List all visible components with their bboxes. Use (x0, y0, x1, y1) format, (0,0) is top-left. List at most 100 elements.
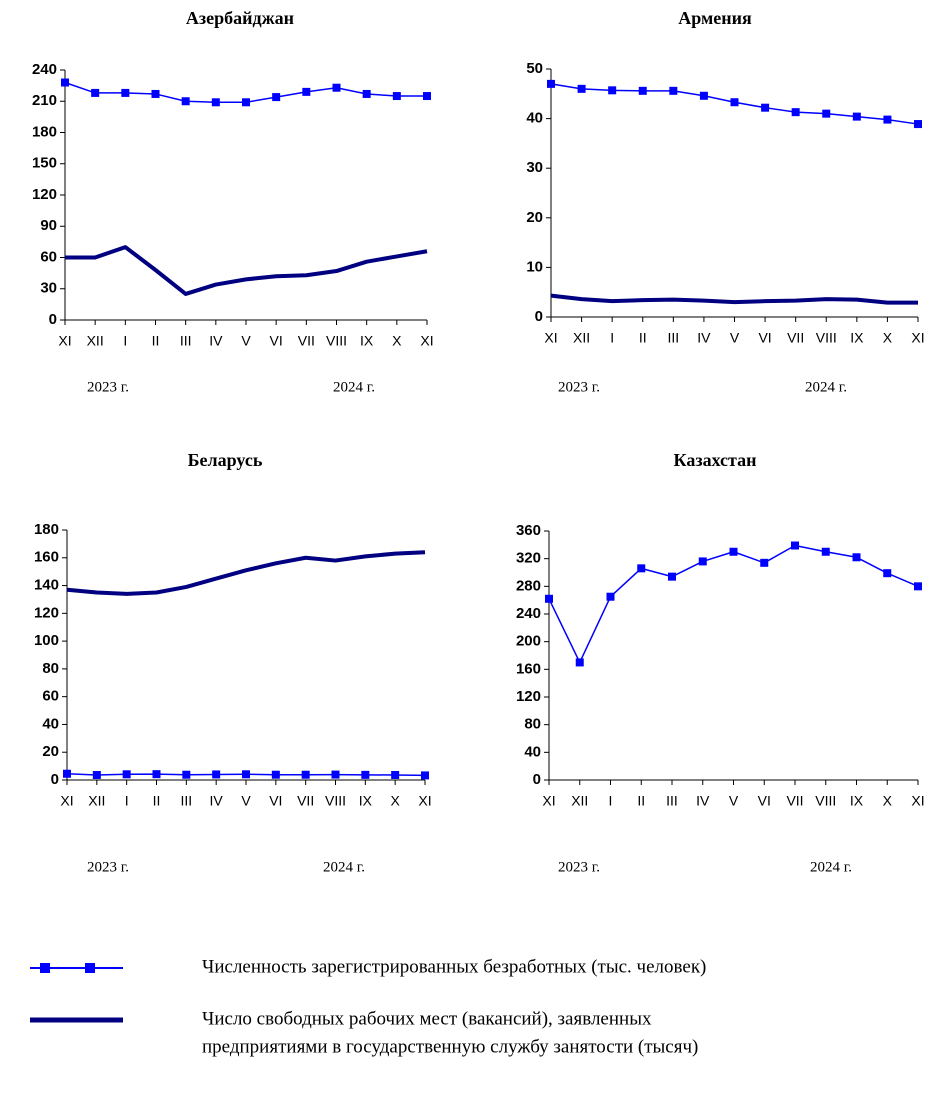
year-label: 2024 г. (333, 379, 375, 395)
series-line (65, 245, 428, 296)
point (212, 770, 221, 779)
point (791, 541, 799, 550)
year-label: 2023 г. (558, 859, 600, 875)
point (852, 112, 861, 121)
y-tick-label: 120 (516, 688, 541, 705)
point (547, 79, 555, 88)
point (423, 92, 431, 101)
x-tick-label: XI (911, 793, 924, 809)
y-tick-label: 100 (34, 632, 59, 649)
point (761, 103, 770, 112)
y-tick-label: 10 (526, 258, 543, 275)
series-line (66, 550, 426, 596)
x-tick-label: VII (297, 793, 314, 809)
point (122, 770, 131, 779)
x-tick-label: II (153, 793, 161, 809)
year-label: 2023 г. (558, 379, 600, 395)
x-tick-label: IX (360, 333, 374, 349)
point (121, 88, 130, 97)
point (852, 553, 861, 562)
y-tick-label: 240 (32, 61, 57, 78)
point (914, 120, 922, 129)
y-tick-label: 180 (34, 521, 59, 538)
legend-marker (85, 963, 95, 973)
point (668, 572, 676, 581)
point (391, 771, 400, 779)
point (331, 770, 340, 779)
point (608, 86, 617, 95)
x-tick-label: IV (697, 330, 711, 346)
x-tick-label: I (610, 330, 614, 346)
x-tick-label: I (123, 333, 127, 349)
x-tick-label: III (180, 793, 192, 809)
x-tick-label: XII (573, 330, 590, 346)
point (211, 98, 220, 107)
y-tick-label: 0 (535, 308, 543, 325)
point (698, 557, 707, 566)
y-tick-label: 90 (40, 217, 57, 234)
point (271, 770, 280, 779)
y-tick-label: 150 (32, 155, 57, 172)
y-tick-label: 60 (40, 248, 57, 265)
point (301, 770, 310, 779)
point (272, 93, 281, 102)
point (791, 108, 800, 117)
x-tick-label: X (390, 793, 400, 809)
y-tick-label: 20 (526, 209, 543, 226)
y-tick-label: 360 (516, 522, 541, 539)
x-tick-label: I (125, 793, 129, 809)
x-tick-label: XII (87, 333, 104, 349)
point (606, 592, 615, 601)
x-tick-label: I (609, 793, 613, 809)
point (91, 88, 100, 97)
point (637, 564, 646, 573)
point (63, 769, 71, 778)
point (242, 98, 250, 107)
x-tick-label: VIII (326, 333, 347, 349)
point (699, 91, 708, 100)
point (302, 87, 311, 96)
point (914, 582, 922, 591)
point (577, 84, 586, 93)
x-tick-label: VII (786, 793, 803, 809)
chart-title: Армения (678, 8, 752, 28)
y-tick-label: 180 (32, 123, 57, 140)
x-tick-label: X (392, 333, 402, 349)
y-tick-label: 20 (42, 743, 59, 760)
x-tick-label: IV (209, 333, 223, 349)
y-tick-label: 40 (42, 715, 59, 732)
point (181, 97, 190, 106)
y-tick-label: 50 (526, 60, 543, 77)
y-tick-label: 280 (516, 577, 541, 594)
y-tick-label: 160 (34, 549, 59, 566)
point (575, 658, 584, 667)
point (822, 109, 831, 118)
y-tick-label: 320 (516, 550, 541, 567)
legend-label: Численность зарегистрированных безработн… (202, 956, 706, 977)
x-tick-label: VIII (325, 793, 346, 809)
y-tick-label: 40 (526, 110, 543, 127)
x-tick-label: XI (418, 793, 431, 809)
x-tick-label: VII (298, 333, 315, 349)
chart-title: Беларусь (188, 450, 263, 470)
y-tick-label: 240 (516, 605, 541, 622)
x-tick-label: XII (571, 793, 588, 809)
point (421, 771, 429, 780)
y-tick-label: 40 (524, 743, 541, 760)
x-tick-label: V (729, 793, 739, 809)
point (883, 115, 892, 124)
point (883, 569, 892, 578)
x-tick-label: X (883, 793, 893, 809)
x-tick-label: VIII (815, 793, 836, 809)
year-label: 2024 г. (810, 859, 852, 875)
point (242, 770, 250, 779)
chart-title: Казахстан (674, 450, 757, 470)
y-tick-label: 80 (42, 660, 59, 677)
x-tick-label: XI (911, 330, 924, 346)
point (638, 86, 647, 95)
point (545, 594, 553, 603)
point (61, 78, 69, 87)
year-label: 2024 г. (805, 379, 847, 395)
x-tick-label: IX (850, 330, 864, 346)
x-tick-label: VI (270, 333, 283, 349)
